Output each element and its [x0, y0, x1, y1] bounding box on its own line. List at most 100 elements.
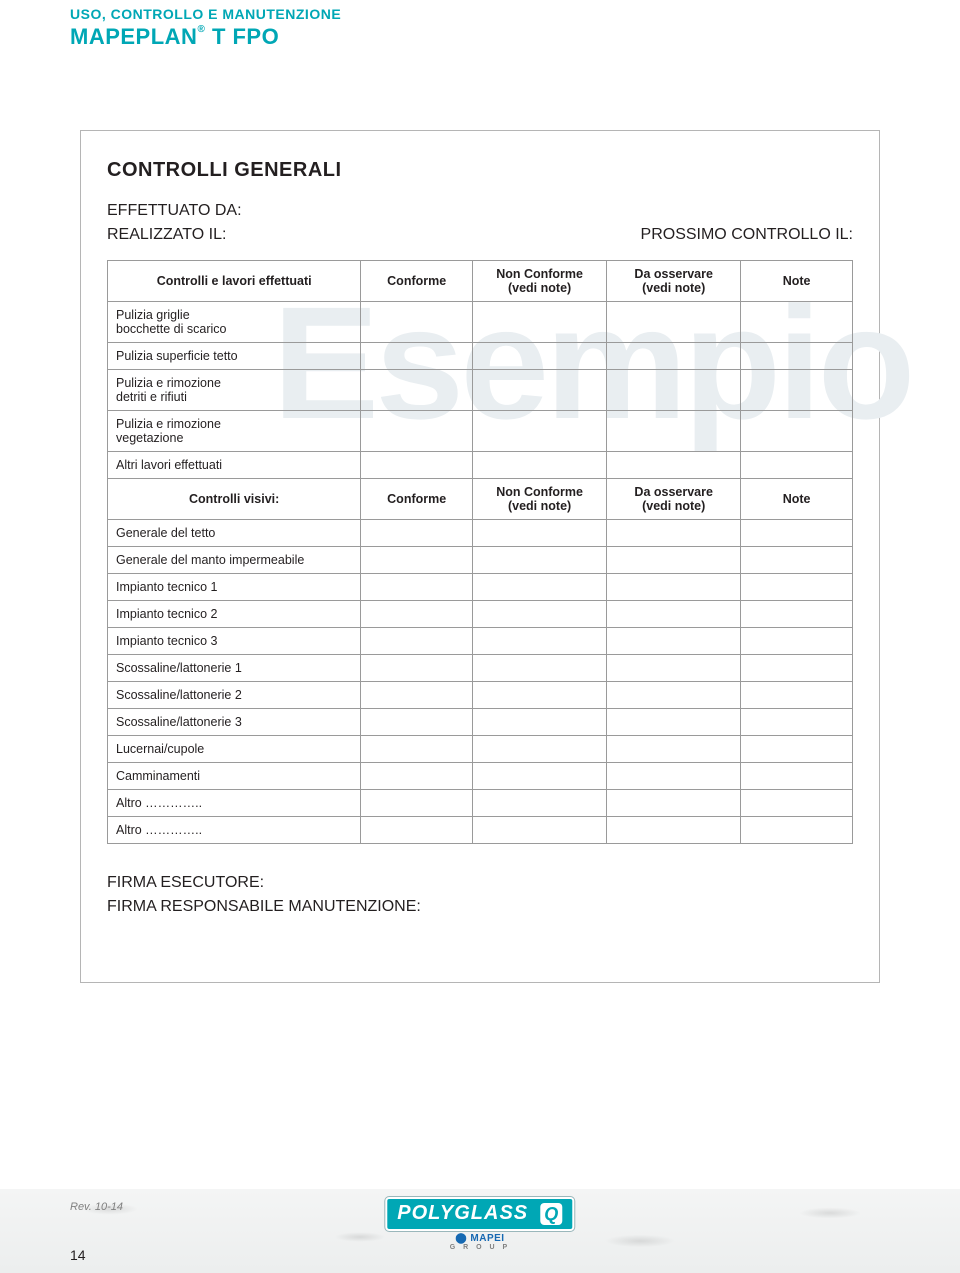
cell[interactable] [473, 574, 607, 601]
cell[interactable] [473, 817, 607, 844]
cell[interactable] [741, 682, 853, 709]
header-title: MAPEPLAN® T FPO [70, 24, 341, 50]
cell[interactable] [607, 709, 741, 736]
row-label: Altri lavori effettuati [108, 452, 361, 479]
cell[interactable] [607, 302, 741, 343]
row-label: Lucernai/cupole [108, 736, 361, 763]
cell[interactable] [361, 655, 473, 682]
th-osservare: Da osservare(vedi note) [607, 261, 741, 302]
th-controlli: Controlli e lavori effettuati [108, 261, 361, 302]
cell[interactable] [473, 452, 607, 479]
cell[interactable] [607, 370, 741, 411]
row-label: Generale del tetto [108, 520, 361, 547]
cell[interactable] [473, 411, 607, 452]
cell[interactable] [361, 302, 473, 343]
cell[interactable] [473, 601, 607, 628]
globe-icon: ⬤ [455, 1233, 470, 1244]
cell[interactable] [607, 547, 741, 574]
row-label: Scossaline/lattonerie 2 [108, 682, 361, 709]
cell[interactable] [741, 655, 853, 682]
cell[interactable] [361, 343, 473, 370]
cell[interactable] [473, 302, 607, 343]
cell[interactable] [607, 655, 741, 682]
cell[interactable] [741, 452, 853, 479]
table-row: Pulizia superficie tetto [108, 343, 853, 370]
cell[interactable] [741, 411, 853, 452]
table-row: Scossaline/lattonerie 3 [108, 709, 853, 736]
cell[interactable] [741, 709, 853, 736]
cell[interactable] [607, 452, 741, 479]
cell[interactable] [361, 790, 473, 817]
th-note: Note [741, 261, 853, 302]
product-name: T FPO [205, 24, 279, 49]
cell[interactable] [473, 682, 607, 709]
row-label: Impianto tecnico 3 [108, 628, 361, 655]
row-label: Altro ………….. [108, 790, 361, 817]
cell[interactable] [741, 790, 853, 817]
revision-text: Rev. 10-14 [70, 1201, 123, 1213]
cell[interactable] [741, 628, 853, 655]
cell[interactable] [361, 763, 473, 790]
cell[interactable] [473, 370, 607, 411]
content-box: Esempio CONTROLLI GENERALI EFFETTUATO DA… [80, 130, 880, 983]
cell[interactable] [361, 628, 473, 655]
cell[interactable] [473, 709, 607, 736]
cell[interactable] [607, 736, 741, 763]
cell[interactable] [361, 547, 473, 574]
cell[interactable] [473, 763, 607, 790]
cell[interactable] [741, 370, 853, 411]
footer-logo: POLYGLASS Q ⬤ MAPEI G R O U P [385, 1197, 574, 1251]
cell[interactable] [361, 601, 473, 628]
cell[interactable] [361, 817, 473, 844]
signatures-block: FIRMA ESECUTORE: FIRMA RESPONSABILE MANU… [107, 874, 853, 916]
cell[interactable] [607, 628, 741, 655]
cell[interactable] [361, 520, 473, 547]
cell[interactable] [473, 343, 607, 370]
table-row: Pulizia grigliebocchette di scarico [108, 302, 853, 343]
cell[interactable] [741, 817, 853, 844]
mapei-text: MAPEI [470, 1233, 504, 1244]
cell[interactable] [607, 343, 741, 370]
cell[interactable] [607, 682, 741, 709]
cell[interactable] [473, 655, 607, 682]
cell[interactable] [607, 520, 741, 547]
cell[interactable] [361, 411, 473, 452]
page-footer: Rev. 10-14 POLYGLASS Q ⬤ MAPEI G R O U P [0, 1189, 960, 1273]
cell[interactable] [607, 763, 741, 790]
th-osservare2: Da osservare(vedi note) [607, 479, 741, 520]
cell[interactable] [741, 601, 853, 628]
mapei-logo: ⬤ MAPEI G R O U P [385, 1233, 574, 1251]
section-title: CONTROLLI GENERALI [107, 159, 853, 182]
cell[interactable] [361, 682, 473, 709]
cell[interactable] [741, 736, 853, 763]
cell[interactable] [741, 302, 853, 343]
table-row: Generale del tetto [108, 520, 853, 547]
table-row: Scossaline/lattonerie 1 [108, 655, 853, 682]
cell[interactable] [741, 520, 853, 547]
cell[interactable] [741, 574, 853, 601]
cell[interactable] [741, 343, 853, 370]
cell[interactable] [361, 736, 473, 763]
cell[interactable] [473, 628, 607, 655]
cell[interactable] [741, 763, 853, 790]
cell[interactable] [473, 520, 607, 547]
cell[interactable] [607, 790, 741, 817]
cell[interactable] [607, 817, 741, 844]
cell[interactable] [607, 411, 741, 452]
cell[interactable] [361, 709, 473, 736]
cell[interactable] [361, 574, 473, 601]
row-label: Pulizia superficie tetto [108, 343, 361, 370]
group-text: G R O U P [385, 1244, 574, 1251]
cell[interactable] [473, 790, 607, 817]
polyglass-text: POLYGLASS [397, 1202, 528, 1224]
cell[interactable] [361, 452, 473, 479]
row-label: Impianto tecnico 1 [108, 574, 361, 601]
th-nonconforme2: Non Conforme(vedi note) [473, 479, 607, 520]
table-row: Generale del manto impermeabile [108, 547, 853, 574]
cell[interactable] [607, 574, 741, 601]
cell[interactable] [741, 547, 853, 574]
cell[interactable] [473, 736, 607, 763]
cell[interactable] [607, 601, 741, 628]
cell[interactable] [361, 370, 473, 411]
cell[interactable] [473, 547, 607, 574]
